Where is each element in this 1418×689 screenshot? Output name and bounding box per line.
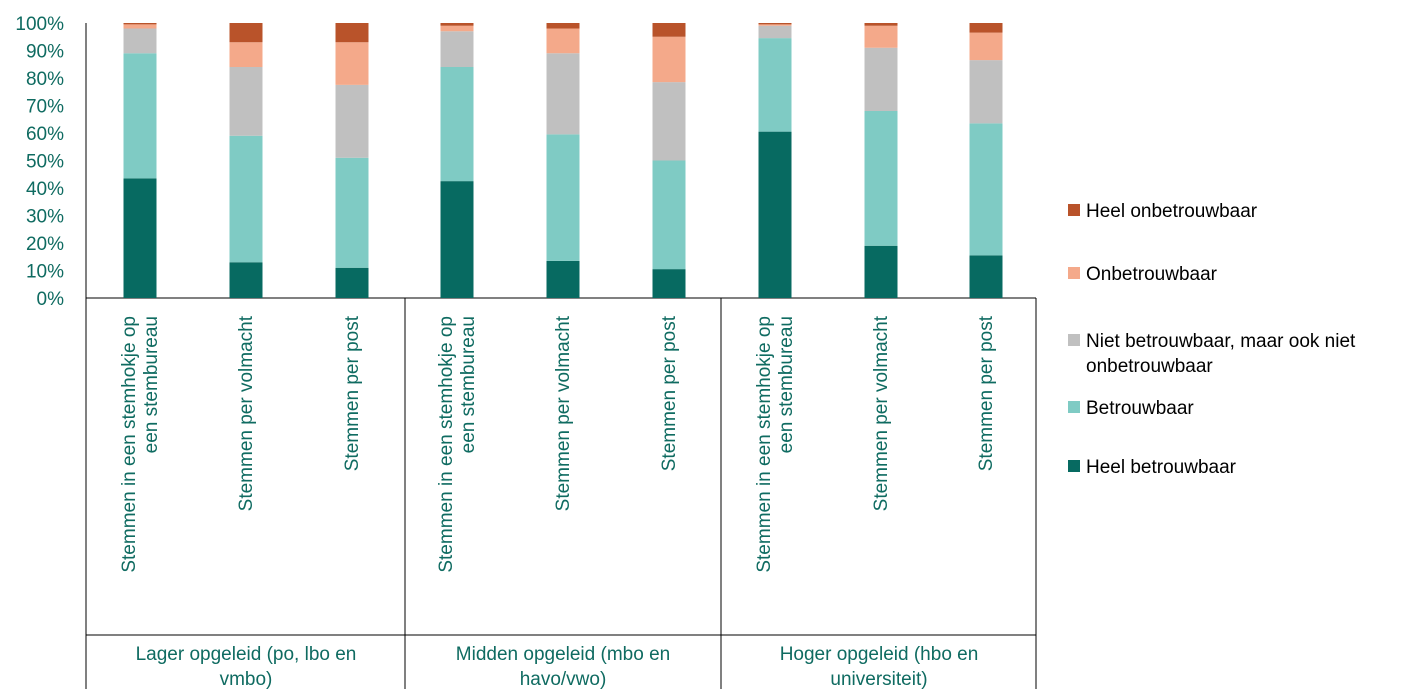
- y-tick-label: 90%: [26, 42, 64, 63]
- group-label: universiteit): [830, 669, 927, 689]
- y-tick-label: 30%: [26, 207, 64, 228]
- bar-segment-niet-betrouwbaar-maar-ook-niet-onbetrouwbaar: [546, 53, 580, 135]
- legend-label: Onbetrouwbaar: [1086, 264, 1218, 285]
- bar-segment-heel-betrouwbaar: [123, 178, 157, 298]
- y-tick-label: 40%: [26, 179, 64, 200]
- bar-segment-heel-betrouwbaar: [652, 269, 686, 298]
- y-tick-label: 70%: [26, 97, 64, 118]
- y-tick-label: 100%: [15, 14, 64, 35]
- bar-segment-heel-betrouwbaar: [440, 181, 474, 298]
- bar-segment-betrouwbaar: [864, 111, 898, 246]
- legend-swatch: [1068, 204, 1080, 216]
- bar-segment-betrouwbaar: [546, 134, 580, 261]
- bar-segment-heel-onbetrouwbaar: [758, 23, 792, 25]
- bar-segment-heel-betrouwbaar: [229, 262, 263, 298]
- group-label: Hoger opgeleid (hbo en: [780, 644, 979, 665]
- bar-segment-onbetrouwbaar: [969, 32, 1003, 61]
- bar-segment-onbetrouwbaar: [652, 36, 686, 83]
- bar-segment-betrouwbaar: [652, 160, 686, 270]
- legend-label: Niet betrouwbaar, maar ook niet: [1086, 331, 1356, 352]
- bar-segment-heel-betrouwbaar: [864, 245, 898, 298]
- category-label: Stemmen per post: [342, 315, 363, 471]
- y-tick-label: 10%: [26, 262, 64, 283]
- bar-segment-heel-onbetrouwbaar: [652, 23, 686, 37]
- bar-segment-heel-onbetrouwbaar: [335, 23, 369, 43]
- category-label: een stembureau: [776, 316, 797, 453]
- category-label: Stemmen per volmacht: [236, 315, 257, 511]
- bar-segment-niet-betrouwbaar-maar-ook-niet-onbetrouwbaar: [123, 28, 157, 54]
- bar-segment-onbetrouwbaar: [546, 28, 580, 54]
- bar-segment-heel-onbetrouwbaar: [440, 23, 474, 26]
- bar-segment-betrouwbaar: [969, 123, 1003, 256]
- bar-segment-heel-onbetrouwbaar: [864, 23, 898, 26]
- bar-segment-onbetrouwbaar: [864, 25, 898, 48]
- bar-segment-niet-betrouwbaar-maar-ook-niet-onbetrouwbaar: [758, 25, 792, 39]
- bar-segment-onbetrouwbaar: [123, 24, 157, 29]
- bar-segment-niet-betrouwbaar-maar-ook-niet-onbetrouwbaar: [440, 31, 474, 67]
- group-label: Lager opgeleid (po, lbo en: [136, 644, 357, 665]
- bar-segment-heel-betrouwbaar: [335, 267, 369, 298]
- bar-segment-onbetrouwbaar: [440, 25, 474, 32]
- legend-label: Betrouwbaar: [1086, 398, 1194, 419]
- group-label: vmbo): [220, 669, 273, 689]
- legend-label: Heel onbetrouwbaar: [1086, 201, 1258, 222]
- bar-segment-heel-betrouwbaar: [758, 131, 792, 298]
- category-label: Stemmen per post: [659, 315, 680, 471]
- bar-segment-betrouwbaar: [335, 157, 369, 268]
- category-label: Stemmen per volmacht: [871, 315, 892, 511]
- bar-segment-heel-onbetrouwbaar: [229, 23, 263, 43]
- bar-segment-niet-betrouwbaar-maar-ook-niet-onbetrouwbaar: [652, 82, 686, 161]
- legend-label: onbetrouwbaar: [1086, 356, 1213, 377]
- bar-segment-betrouwbaar: [229, 135, 263, 263]
- category-label: een stembureau: [141, 316, 162, 453]
- group-label: havo/vwo): [520, 669, 607, 689]
- bar-segment-niet-betrouwbaar-maar-ook-niet-onbetrouwbaar: [864, 47, 898, 111]
- bar-segment-heel-onbetrouwbaar: [969, 23, 1003, 33]
- bar-segment-betrouwbaar: [123, 53, 157, 179]
- group-label: Midden opgeleid (mbo en: [456, 644, 670, 665]
- bar-segment-onbetrouwbaar: [229, 42, 263, 67]
- y-tick-label: 20%: [26, 234, 64, 255]
- y-tick-label: 80%: [26, 69, 64, 90]
- y-tick-label: 50%: [26, 152, 64, 173]
- bar-segment-betrouwbaar: [440, 67, 474, 182]
- category-label: een stembureau: [458, 316, 479, 453]
- legend-swatch: [1068, 267, 1080, 279]
- legend-swatch: [1068, 401, 1080, 413]
- bar-segment-heel-betrouwbaar: [546, 260, 580, 298]
- legend-swatch: [1068, 460, 1080, 472]
- bar-segment-niet-betrouwbaar-maar-ook-niet-onbetrouwbaar: [229, 67, 263, 136]
- legend-label: Heel betrouwbaar: [1086, 457, 1237, 478]
- legend-swatch: [1068, 334, 1080, 346]
- category-label: Stemmen per post: [976, 315, 997, 471]
- bar-segment-niet-betrouwbaar-maar-ook-niet-onbetrouwbaar: [969, 60, 1003, 124]
- y-tick-label: 0%: [37, 289, 65, 310]
- bar-segment-betrouwbaar: [758, 38, 792, 132]
- category-label: Stemmen in een stemhokje op: [119, 316, 140, 573]
- y-tick-label: 60%: [26, 124, 64, 145]
- category-label: Stemmen in een stemhokje op: [754, 316, 775, 573]
- bar-segment-onbetrouwbaar: [758, 24, 792, 26]
- bar-segment-heel-betrouwbaar: [969, 255, 1003, 298]
- bar-segment-niet-betrouwbaar-maar-ook-niet-onbetrouwbaar: [335, 84, 369, 158]
- category-label: Stemmen per volmacht: [553, 315, 574, 511]
- bar-segment-onbetrouwbaar: [335, 42, 369, 85]
- bar-segment-heel-onbetrouwbaar: [546, 23, 580, 29]
- category-label: Stemmen in een stemhokje op: [436, 316, 457, 573]
- bar-segment-heel-onbetrouwbaar: [123, 23, 157, 25]
